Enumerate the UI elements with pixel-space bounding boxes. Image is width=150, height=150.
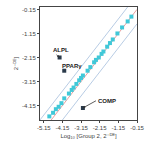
svg-text:COMP: COMP <box>98 98 116 104</box>
svg-text:-3.15: -3.15 <box>74 125 88 131</box>
svg-text:Log₁₀ [Group 2, 2⁻ᴰᴱ]: Log₁₀ [Group 2, 2⁻ᴰᴱ] <box>60 133 117 139</box>
svg-text:-3.15: -3.15 <box>22 79 36 85</box>
svg-text:-5.15: -5.15 <box>37 125 51 131</box>
svg-text:-2.15: -2.15 <box>22 55 36 61</box>
svg-text:-2.15: -2.15 <box>93 125 107 131</box>
svg-text:-1.15: -1.15 <box>112 125 126 131</box>
svg-text:-0.15: -0.15 <box>130 125 144 131</box>
svg-text:ALPL: ALPL <box>53 47 69 53</box>
svg-text:-1.15: -1.15 <box>22 31 36 37</box>
svg-text:-4.15: -4.15 <box>56 125 70 131</box>
svg-text:-0.15: -0.15 <box>22 6 36 12</box>
svg-text:2⁻ᴰᴱ]: 2⁻ᴰᴱ] <box>13 57 19 71</box>
svg-text:PPARγ: PPARγ <box>62 63 82 69</box>
svg-text:-4.15: -4.15 <box>22 103 36 109</box>
